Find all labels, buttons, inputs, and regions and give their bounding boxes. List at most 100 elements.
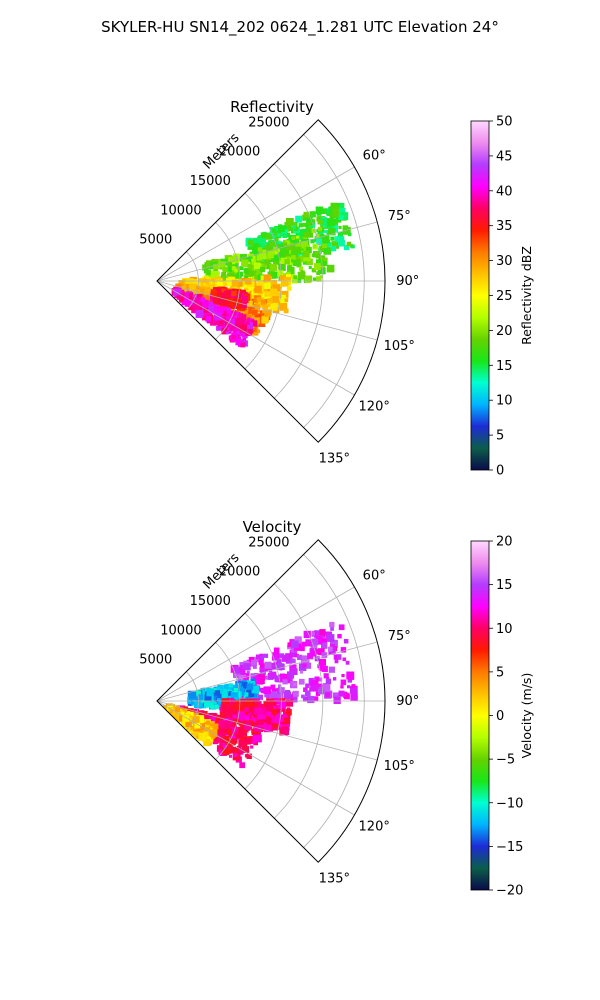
field-cell <box>238 722 242 726</box>
field-cell <box>247 709 253 714</box>
field-cell <box>270 303 278 311</box>
field-cell <box>226 316 230 320</box>
field-cell <box>262 304 267 310</box>
azimuth-gridline <box>156 700 355 816</box>
azimuth-gridline <box>156 641 378 702</box>
field-cell <box>273 236 279 242</box>
field-cell <box>247 712 251 716</box>
field-cell <box>272 284 281 293</box>
field-cell <box>338 214 344 220</box>
field-cell <box>278 246 286 254</box>
velocity-colorbar: −20 −15 −10 −5 0 5 10 15 20 Velocity (m/s) <box>470 535 534 899</box>
field-cell <box>200 297 205 303</box>
field-cell <box>278 674 286 683</box>
colorbar-gradient <box>470 540 490 891</box>
field-cell <box>276 658 282 664</box>
field-cell <box>250 320 258 327</box>
field-cell <box>244 738 251 745</box>
field-cell <box>280 257 287 264</box>
field-cell <box>233 666 241 674</box>
field-cell <box>251 682 256 686</box>
field-cell <box>220 292 226 298</box>
field-cell <box>265 704 273 712</box>
field-cell <box>204 724 209 728</box>
field-cell <box>291 658 296 664</box>
field-cell <box>217 263 221 268</box>
field-cell <box>292 255 300 263</box>
field-cell <box>234 718 240 724</box>
field-cell <box>298 266 304 271</box>
field-cell <box>337 634 342 639</box>
field-cell <box>311 228 316 233</box>
field-cell <box>290 668 298 675</box>
field-cell <box>343 244 350 251</box>
field-cell <box>259 243 264 248</box>
field-cell <box>243 727 249 733</box>
field-cell <box>261 263 267 269</box>
field-cell <box>297 234 303 240</box>
field-cell <box>248 307 255 314</box>
field-cell <box>236 338 242 344</box>
field-cell <box>283 308 289 314</box>
field-cell <box>267 674 274 680</box>
field-cell <box>181 280 185 284</box>
range-tick-label: 15000 <box>190 594 231 609</box>
range-tick-label: 5000 <box>139 653 172 668</box>
field-cell <box>243 676 249 683</box>
field-cell <box>262 715 266 720</box>
field-cell <box>308 232 314 238</box>
field-cell <box>272 701 276 705</box>
field-cell <box>293 682 297 687</box>
field-cell <box>247 263 253 270</box>
field-cell <box>324 229 328 234</box>
field-cell <box>320 638 328 645</box>
field-cell <box>242 336 247 341</box>
field-cell <box>254 262 261 270</box>
field-cell <box>264 661 272 669</box>
field-cell <box>286 274 292 280</box>
field-cell <box>202 696 206 700</box>
field-cell <box>218 728 226 736</box>
field-cell <box>286 239 295 247</box>
field-cell <box>264 693 269 698</box>
field-cell <box>244 326 252 334</box>
field-cell <box>241 292 245 297</box>
field-cell <box>278 701 286 709</box>
field-cell <box>228 692 232 696</box>
field-cell <box>271 250 277 256</box>
field-cell <box>256 329 261 333</box>
field-cell <box>291 696 298 703</box>
field-cell <box>252 304 260 313</box>
colorbar-gradient <box>470 120 490 471</box>
field-cell <box>307 695 315 704</box>
field-cell <box>343 692 349 699</box>
colorbar-tick-label: −5 <box>496 753 515 768</box>
field-cell <box>229 326 234 331</box>
field-cell <box>311 253 316 257</box>
field-cell <box>286 286 292 291</box>
field-cell <box>201 711 208 718</box>
field-cell <box>182 714 190 722</box>
field-cell <box>215 287 223 296</box>
field-cell <box>213 268 219 274</box>
field-cell <box>220 712 227 719</box>
field-cell <box>232 710 238 715</box>
field-cell <box>198 733 207 741</box>
azimuth-tick-label: 105° <box>384 759 415 774</box>
azimuth-tick-label: 120° <box>359 399 390 414</box>
field-cell <box>190 701 195 705</box>
field-cell <box>242 332 248 339</box>
field-cell <box>263 686 271 694</box>
azimuth-tick-label: 90° <box>396 274 419 289</box>
field-cell <box>251 326 257 332</box>
field-cell <box>272 296 279 303</box>
field-cell <box>322 261 327 266</box>
field-cell <box>278 225 286 233</box>
field-cell <box>233 688 239 693</box>
field-cell <box>249 329 254 334</box>
field-cell <box>312 244 317 249</box>
azimuth-tick-label: 60° <box>363 569 386 584</box>
field-cell <box>239 748 243 753</box>
field-cell <box>340 647 347 653</box>
field-cell <box>334 659 339 664</box>
